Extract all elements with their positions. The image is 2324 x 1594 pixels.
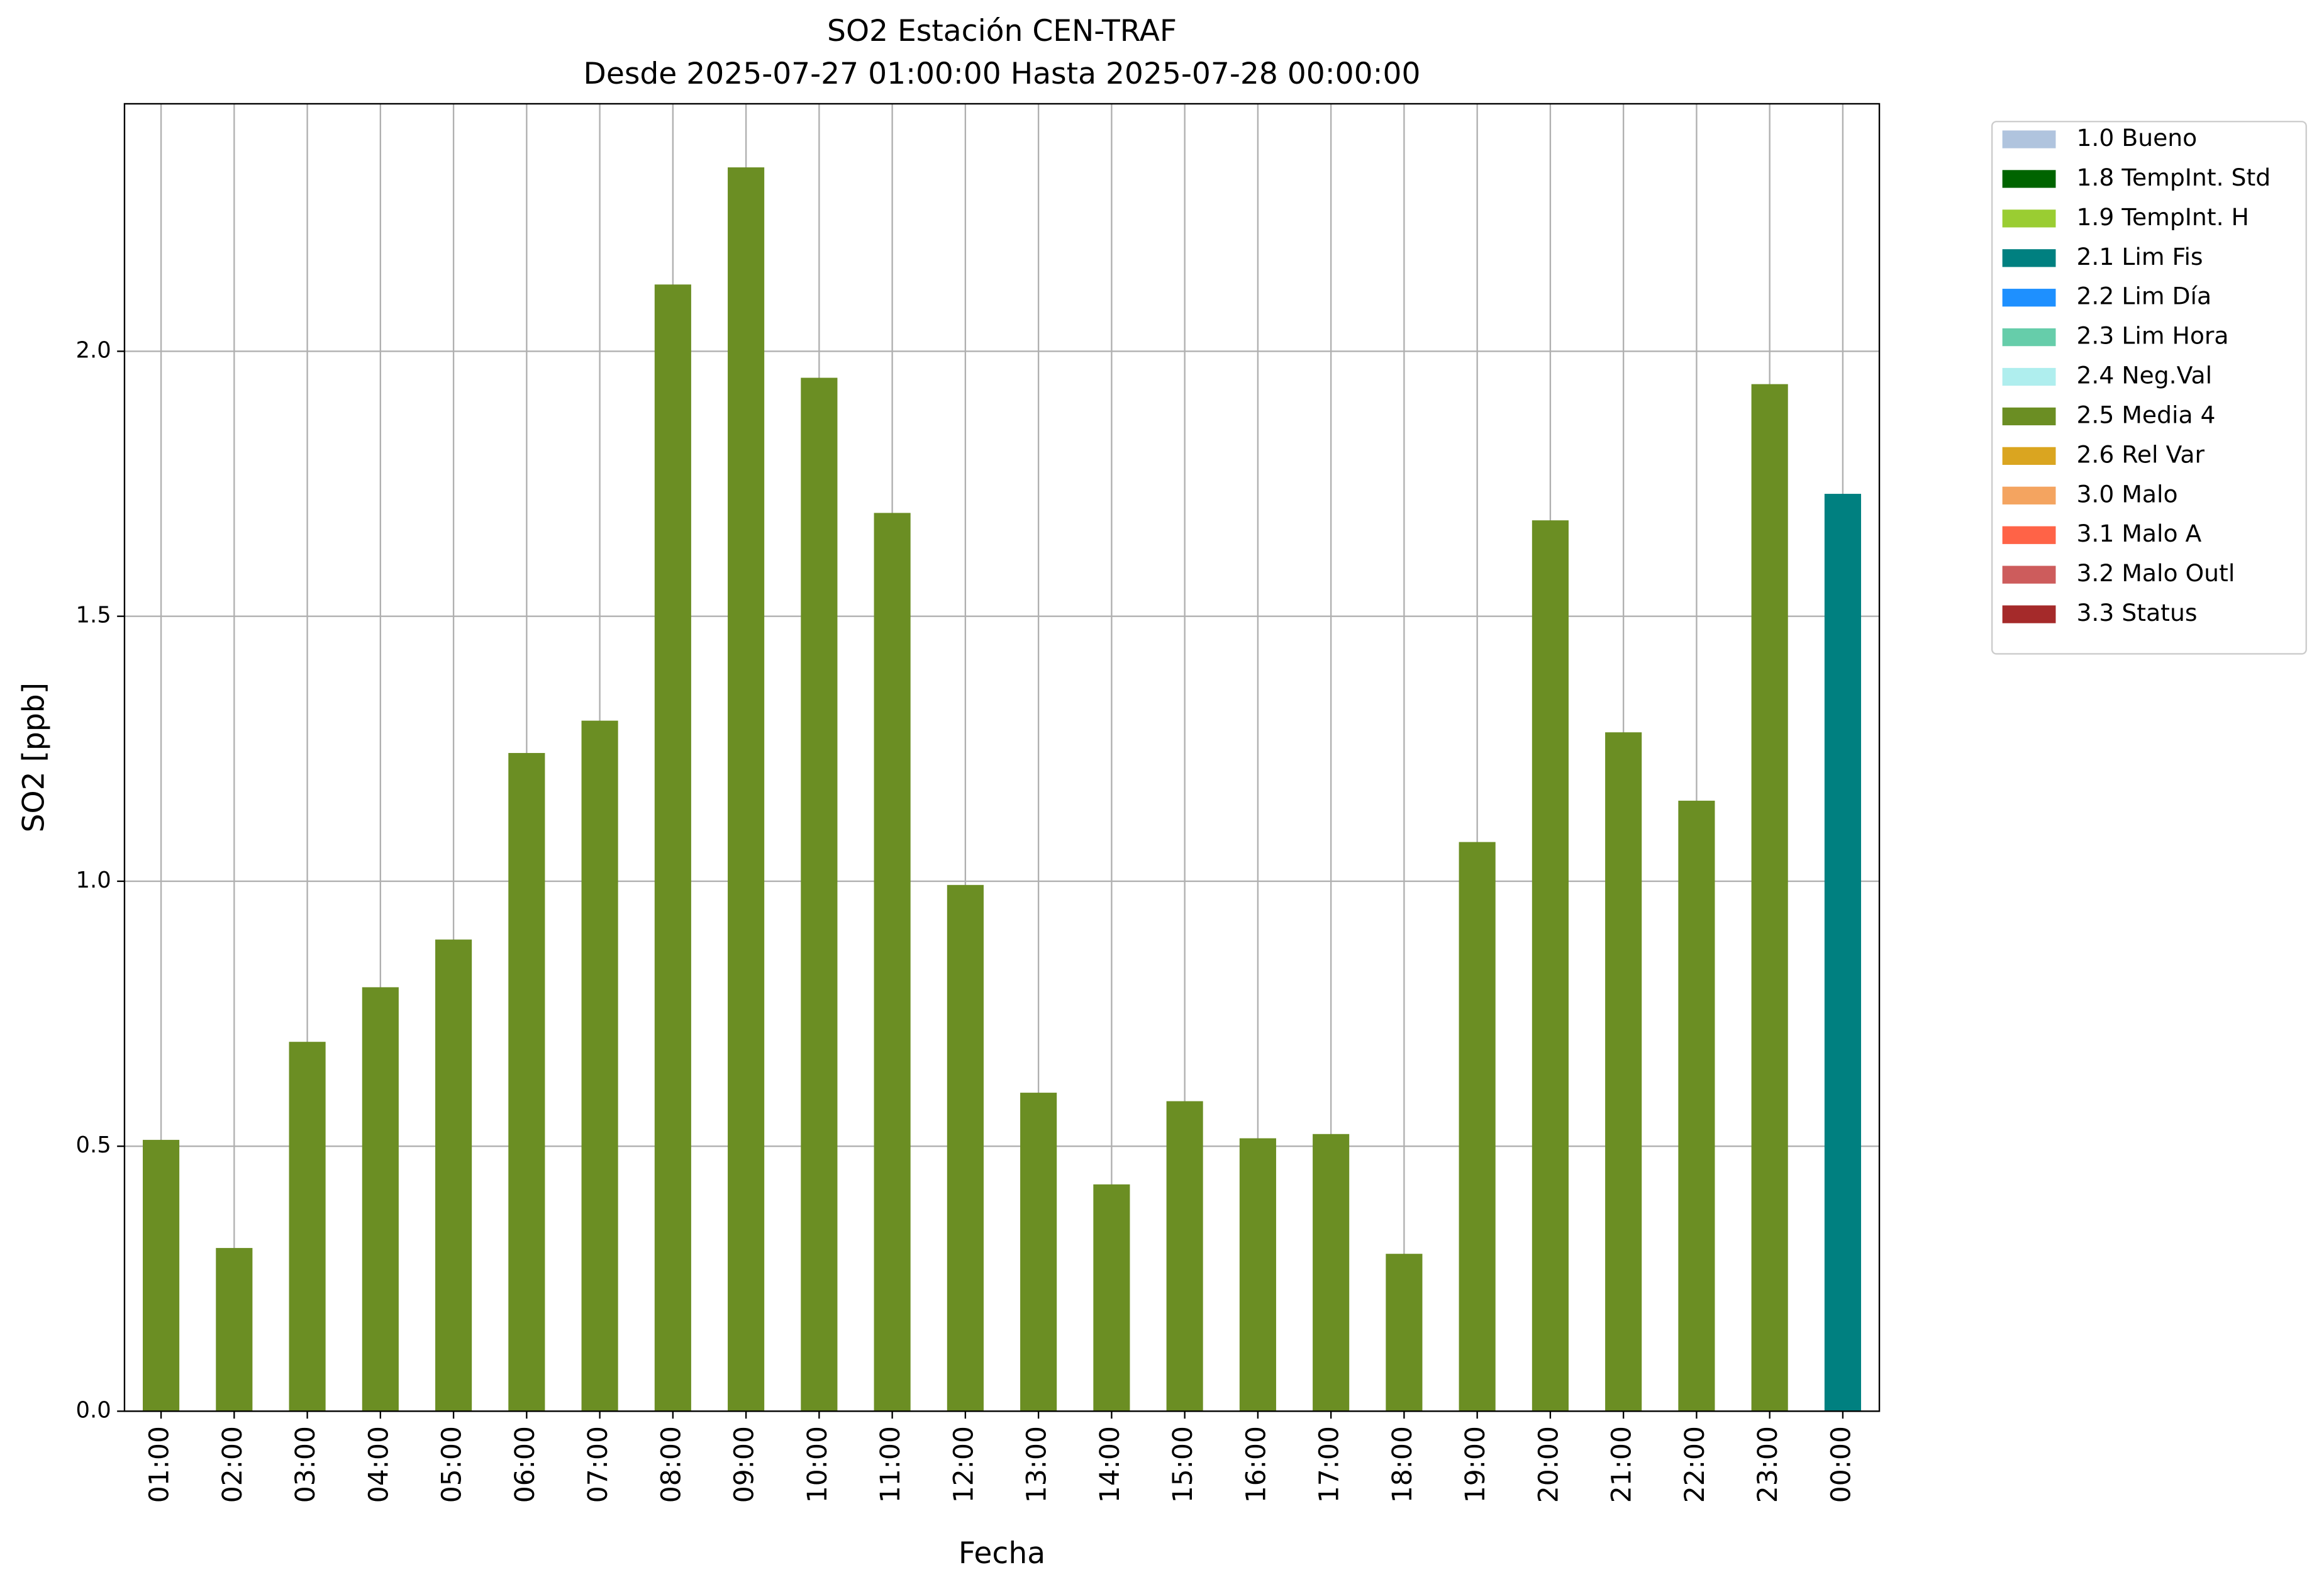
x-tick-label: 23:00 <box>1753 1426 1784 1503</box>
legend-swatch <box>2002 407 2056 426</box>
x-tick-label: 03:00 <box>291 1426 321 1503</box>
x-tick-label: 01:00 <box>145 1426 175 1503</box>
x-tick-label: 15:00 <box>1168 1426 1199 1503</box>
legend-swatch <box>2002 367 2056 386</box>
legend-label: 2.3 Lim Hora <box>2076 322 2228 350</box>
legend-swatch <box>2002 605 2056 623</box>
chart-subtitle: Desde 2025-07-27 01:00:00 Hasta 2025-07-… <box>584 57 1421 91</box>
plot-frame <box>123 103 1881 1412</box>
legend-label: 2.6 Rel Var <box>2076 440 2204 468</box>
x-tick-label: 05:00 <box>437 1426 468 1503</box>
legend-label: 2.1 Lim Fis <box>2076 243 2203 270</box>
bar <box>1824 494 1861 1412</box>
x-tick-label: 16:00 <box>1241 1426 1272 1503</box>
bar <box>362 987 399 1412</box>
x-axis-label: Fecha <box>959 1536 1045 1571</box>
y-tick-label: 1.0 <box>76 867 111 893</box>
x-tick-label: 08:00 <box>656 1426 687 1503</box>
x-tick-label: 09:00 <box>730 1426 760 1503</box>
legend-label: 3.1 Malo A <box>2076 520 2201 547</box>
x-tick-label: 14:00 <box>1095 1426 1126 1503</box>
legend-swatch <box>2002 289 2056 307</box>
y-tick-label: 0.5 <box>76 1132 111 1158</box>
bar <box>801 377 838 1412</box>
legend-label: 3.0 Malo <box>2076 480 2177 508</box>
legend-swatch <box>2002 566 2056 584</box>
x-tick-label: 22:00 <box>1680 1426 1711 1503</box>
legend-label: 1.0 Bueno <box>2076 124 2197 152</box>
bar <box>508 753 545 1412</box>
bar <box>1313 1134 1350 1412</box>
x-tick-label: 07:00 <box>583 1426 614 1503</box>
bar <box>1020 1093 1057 1412</box>
legend-swatch <box>2002 526 2056 544</box>
x-tick-label: 12:00 <box>948 1426 979 1503</box>
bar <box>435 939 472 1412</box>
x-tick-label: 13:00 <box>1022 1426 1053 1503</box>
bar <box>947 884 984 1412</box>
legend-swatch <box>2002 130 2056 148</box>
legend-box <box>1991 121 2307 655</box>
x-tick-label: 06:00 <box>510 1426 541 1503</box>
y-tick-label: 0.0 <box>76 1397 111 1423</box>
legend-label: 2.5 Media 4 <box>2076 401 2215 428</box>
legend-label: 1.9 TempInt. H <box>2076 203 2249 231</box>
bar <box>1751 384 1788 1412</box>
x-tick-label: 21:00 <box>1607 1426 1638 1503</box>
y-tick-label: 1.5 <box>76 603 111 628</box>
legend-swatch <box>2002 209 2056 228</box>
y-axis-label: SO2 [ppb] <box>17 683 52 832</box>
legend-label: 3.3 Status <box>2076 599 2197 627</box>
x-tick-label: 11:00 <box>876 1426 906 1503</box>
bar <box>874 513 911 1412</box>
bar <box>654 284 691 1412</box>
legend-swatch <box>2002 447 2056 465</box>
legend-label: 2.2 Lim Día <box>2076 282 2211 310</box>
legend-swatch <box>2002 328 2056 347</box>
bar <box>581 720 618 1412</box>
x-tick-label: 20:00 <box>1533 1426 1564 1503</box>
bar <box>1386 1254 1423 1412</box>
legend-swatch <box>2002 249 2056 267</box>
bar <box>1459 842 1496 1412</box>
x-tick-label: 17:00 <box>1315 1426 1345 1503</box>
y-tick-label: 2.0 <box>76 337 111 363</box>
chart-title: SO2 Estación CEN-TRAF <box>827 14 1177 48</box>
legend-label: 2.4 Neg.Val <box>2076 362 2212 389</box>
bar <box>1166 1101 1203 1412</box>
bar <box>1239 1138 1276 1412</box>
x-tick-label: 00:00 <box>1826 1426 1857 1503</box>
x-tick-label: 19:00 <box>1460 1426 1491 1503</box>
bar <box>1678 800 1715 1412</box>
bar <box>216 1247 253 1412</box>
legend-swatch <box>2002 170 2056 188</box>
legend-swatch <box>2002 486 2056 504</box>
x-tick-label: 02:00 <box>218 1426 248 1503</box>
legend-label: 3.2 Malo Outl <box>2076 559 2235 587</box>
bar <box>1532 520 1569 1412</box>
legend-label: 1.8 TempInt. Std <box>2076 164 2271 191</box>
bar <box>728 167 765 1412</box>
x-tick-label: 18:00 <box>1387 1426 1418 1503</box>
bar <box>289 1042 326 1412</box>
x-tick-label: 04:00 <box>364 1426 394 1503</box>
x-tick-label: 10:00 <box>803 1426 833 1503</box>
bar <box>1605 732 1642 1412</box>
bar <box>1093 1184 1130 1412</box>
bar <box>143 1140 180 1412</box>
